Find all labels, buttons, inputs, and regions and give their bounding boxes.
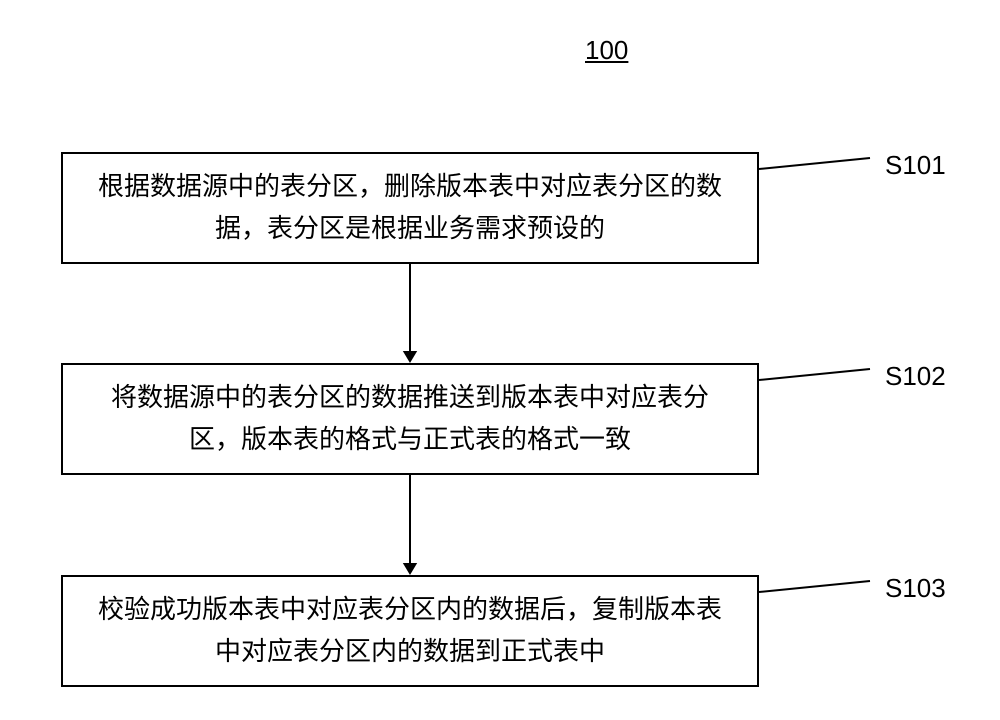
- step-box-s101: 根据数据源中的表分区，删除版本表中对应表分区的数据，表分区是根据业务需求预设的: [61, 152, 759, 264]
- step-text-s102: 将数据源中的表分区的数据推送到版本表中对应表分区，版本表的格式与正式表的格式一致: [93, 377, 727, 460]
- arrow-s102-s103: [394, 475, 426, 575]
- arrow-s101-s102: [394, 264, 426, 363]
- callout-line-s103: [757, 579, 872, 594]
- step-label-s101: S101: [885, 150, 946, 181]
- step-box-s103: 校验成功版本表中对应表分区内的数据后，复制版本表中对应表分区内的数据到正式表中: [61, 575, 759, 687]
- step-text-s101: 根据数据源中的表分区，删除版本表中对应表分区的数据，表分区是根据业务需求预设的: [93, 166, 727, 249]
- step-label-s102: S102: [885, 361, 946, 392]
- step-label-s103: S103: [885, 573, 946, 604]
- step-box-s102: 将数据源中的表分区的数据推送到版本表中对应表分区，版本表的格式与正式表的格式一致: [61, 363, 759, 475]
- callout-line-s101: [757, 156, 872, 171]
- callout-line-s102: [757, 367, 872, 382]
- figure-number: 100: [585, 35, 628, 66]
- step-text-s103: 校验成功版本表中对应表分区内的数据后，复制版本表中对应表分区内的数据到正式表中: [93, 589, 727, 672]
